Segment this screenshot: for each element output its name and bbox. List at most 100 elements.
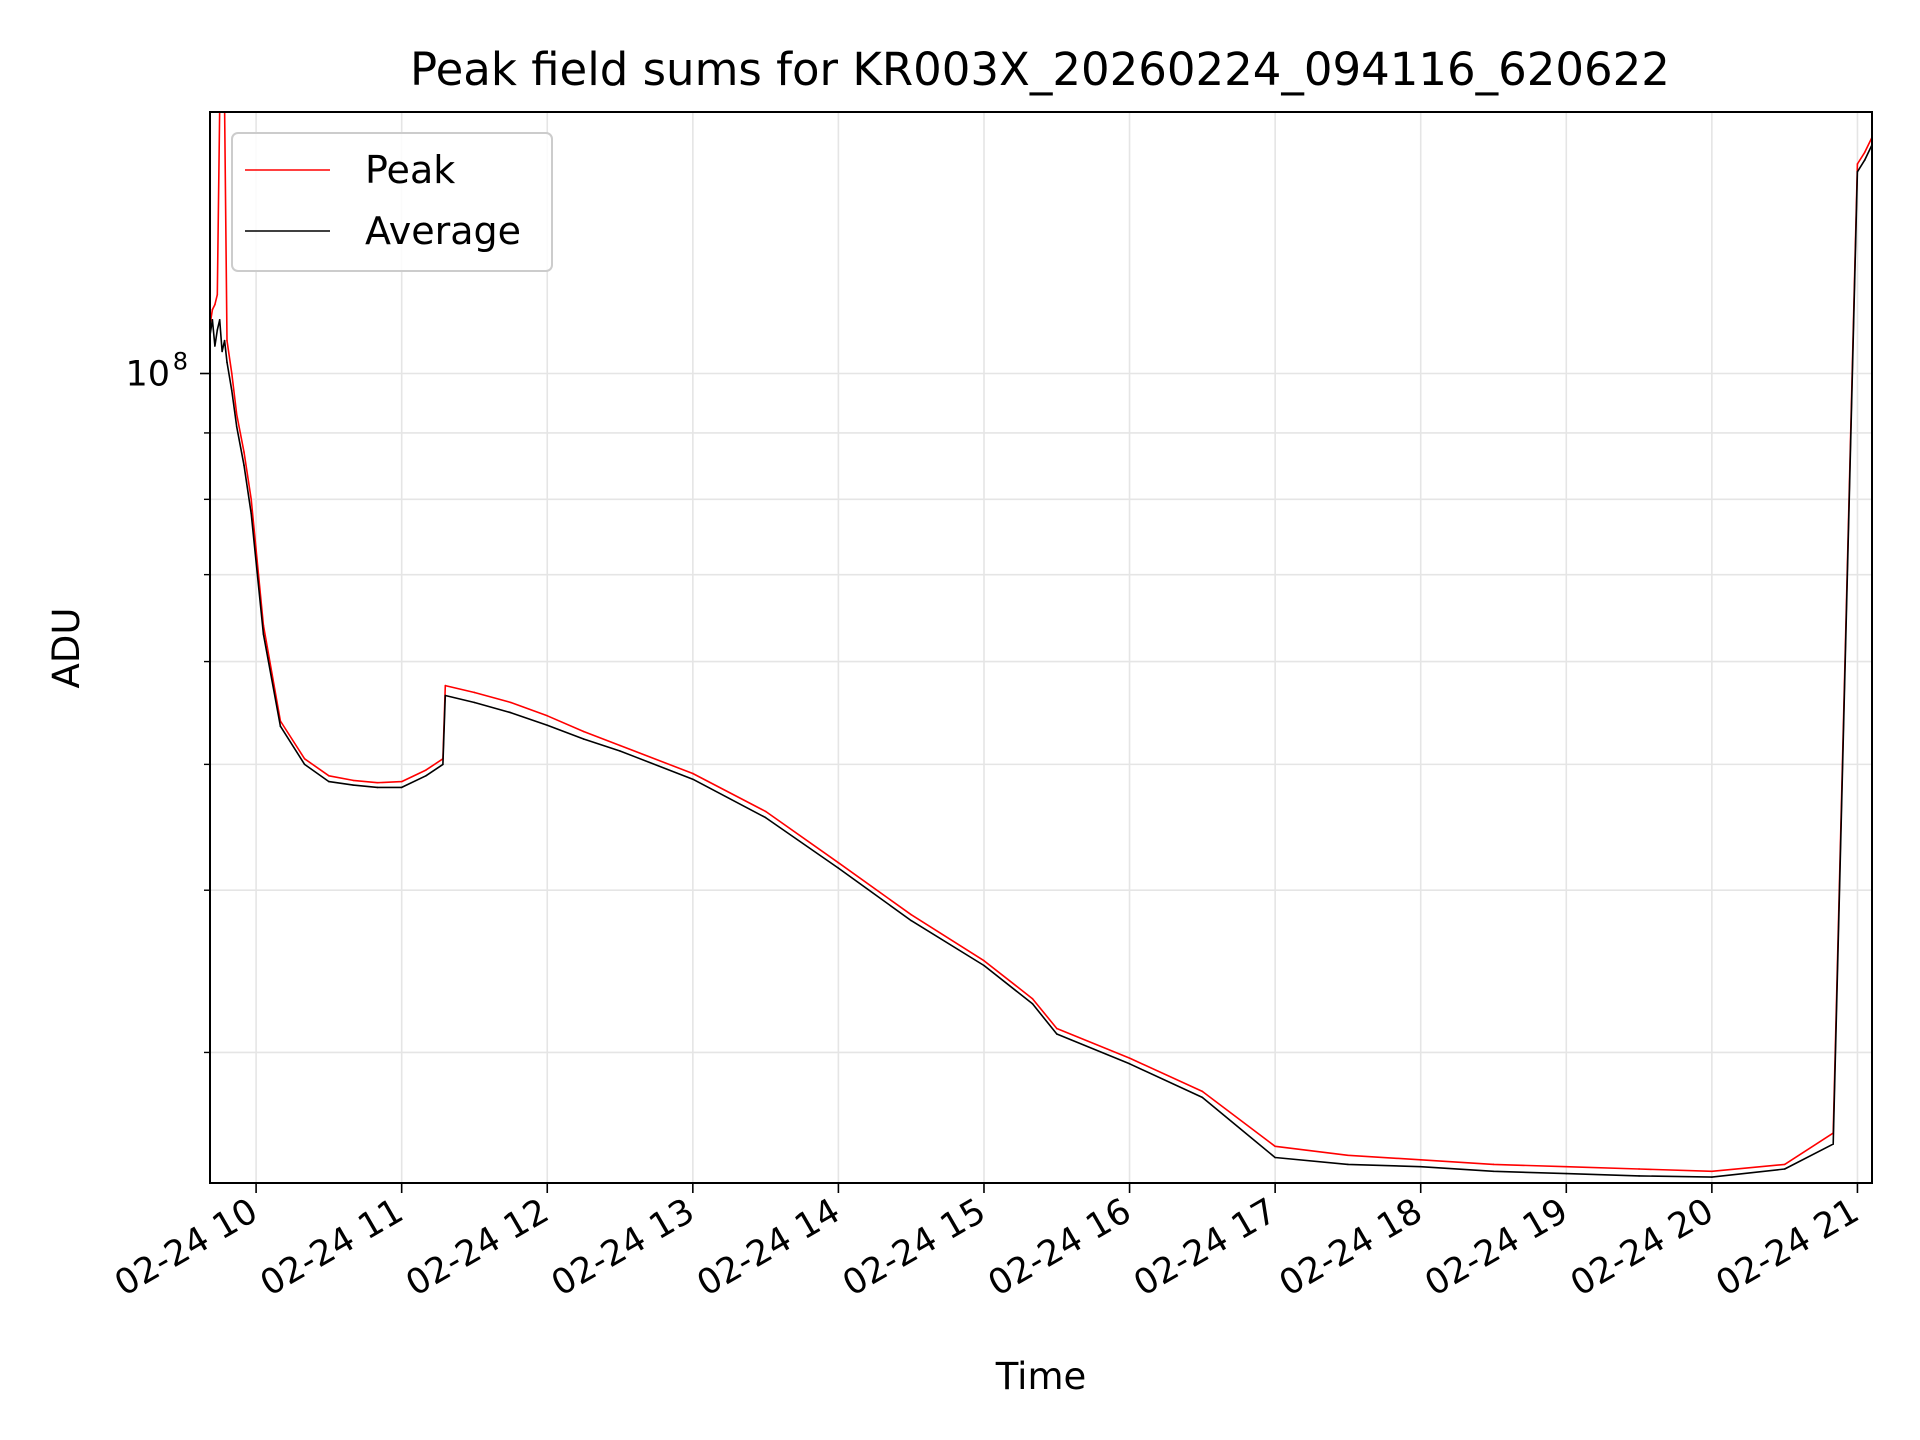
data-point-average xyxy=(235,425,238,428)
data-point-average xyxy=(983,964,985,967)
data-point-peak xyxy=(692,772,694,775)
data-point-peak xyxy=(444,684,447,687)
data-point-peak xyxy=(510,701,512,704)
legend: Peak Average xyxy=(231,132,553,272)
data-point-average xyxy=(1856,171,1859,173)
data-point-average xyxy=(1031,1003,1034,1005)
data-point-average xyxy=(211,318,214,321)
data-point-average xyxy=(1783,1168,1786,1170)
data-point-peak xyxy=(1031,997,1034,1000)
data-point-average xyxy=(444,694,447,697)
data-point-average xyxy=(442,763,444,766)
data-point-average xyxy=(1638,1175,1640,1177)
data-point-peak xyxy=(1863,151,1866,154)
data-point-average xyxy=(619,750,621,752)
data-point-peak xyxy=(214,303,216,306)
data-point-average xyxy=(1565,1172,1568,1175)
data-point-average xyxy=(473,701,476,704)
data-point-average xyxy=(425,774,427,777)
legend-label-average: Average xyxy=(365,209,521,253)
data-point-peak xyxy=(1419,1158,1422,1161)
data-point-peak xyxy=(376,781,379,784)
data-point-average xyxy=(1832,1143,1834,1145)
chart-title: Peak field sums for KR003X_20260224_0941… xyxy=(410,43,1670,96)
data-point-average xyxy=(1055,1033,1058,1035)
data-point-average xyxy=(510,711,512,714)
data-point-peak xyxy=(328,774,330,777)
data-point-average xyxy=(1419,1165,1422,1168)
data-point-peak xyxy=(1565,1165,1568,1168)
series-line-peak xyxy=(210,112,1872,1173)
plot-frame xyxy=(209,111,1873,1184)
data-point-average xyxy=(243,464,245,466)
data-point-peak xyxy=(1856,163,1859,165)
data-point-peak xyxy=(226,339,228,342)
data-point-average xyxy=(328,780,330,783)
data-point-peak xyxy=(1055,1027,1058,1030)
data-point-average xyxy=(1711,1176,1713,1178)
series-line-average xyxy=(210,144,1872,1178)
data-point-average xyxy=(231,389,233,392)
data-point-peak xyxy=(1711,1170,1713,1173)
data-point-average xyxy=(1128,1063,1131,1065)
data-point-peak xyxy=(352,779,354,782)
data-point-average xyxy=(303,763,306,766)
data-point-average xyxy=(910,919,912,922)
data-point-peak xyxy=(582,730,585,733)
data-point-average xyxy=(546,724,549,726)
legend-box xyxy=(231,132,553,272)
y-tick-label-exponent: 8 xyxy=(173,348,188,376)
data-point-peak xyxy=(303,757,306,760)
data-point-average xyxy=(214,345,216,347)
data-point-average xyxy=(400,786,403,789)
data-point-average xyxy=(582,738,585,740)
data-point-peak xyxy=(546,714,549,717)
data-point-peak xyxy=(1274,1145,1276,1148)
data-point-peak xyxy=(473,691,476,694)
data-point-average xyxy=(1863,159,1866,161)
data-point-peak xyxy=(619,744,621,747)
data-point-average xyxy=(1492,1170,1495,1173)
data-point-average xyxy=(1274,1156,1276,1159)
data-point-average xyxy=(262,633,265,635)
data-point-average xyxy=(250,512,253,515)
data-point-average xyxy=(223,339,226,342)
legend-label-peak: Peak xyxy=(365,148,455,192)
data-point-peak xyxy=(425,769,427,771)
data-point-average xyxy=(692,778,694,781)
data-point-average xyxy=(1347,1163,1349,1166)
data-point-peak xyxy=(910,913,912,916)
data-point-peak xyxy=(235,413,238,416)
y-axis: 10 8 xyxy=(125,348,210,1054)
data-point-average xyxy=(352,784,354,786)
data-point-peak xyxy=(231,372,233,375)
data-point-peak xyxy=(211,308,214,311)
data-point-peak xyxy=(250,498,253,501)
data-point-peak xyxy=(1638,1168,1640,1170)
grid xyxy=(210,112,1872,1183)
data-point-peak xyxy=(837,861,840,864)
data-point-peak xyxy=(764,810,767,813)
data-point-average xyxy=(218,318,221,321)
y-axis-label: ADU xyxy=(45,608,88,689)
y-tick-label: 10 xyxy=(125,355,170,395)
data-point-average xyxy=(216,329,219,331)
data-point-average xyxy=(376,786,379,789)
data-point-peak xyxy=(1783,1163,1786,1166)
data-point-peak xyxy=(1492,1163,1495,1166)
series-layer xyxy=(210,112,1872,1178)
data-point-average xyxy=(837,867,840,869)
data-point-peak xyxy=(1201,1090,1204,1093)
data-point-average xyxy=(221,350,223,353)
data-point-peak xyxy=(1347,1154,1349,1157)
data-point-peak xyxy=(983,959,985,962)
data-point-peak xyxy=(1128,1057,1131,1059)
x-axis-label: Time xyxy=(995,1355,1087,1398)
data-point-peak xyxy=(216,293,219,296)
data-point-peak xyxy=(400,780,403,783)
data-point-peak xyxy=(243,451,245,453)
data-point-average xyxy=(226,361,228,364)
data-point-average xyxy=(279,725,282,728)
data-point-average xyxy=(1201,1096,1204,1099)
